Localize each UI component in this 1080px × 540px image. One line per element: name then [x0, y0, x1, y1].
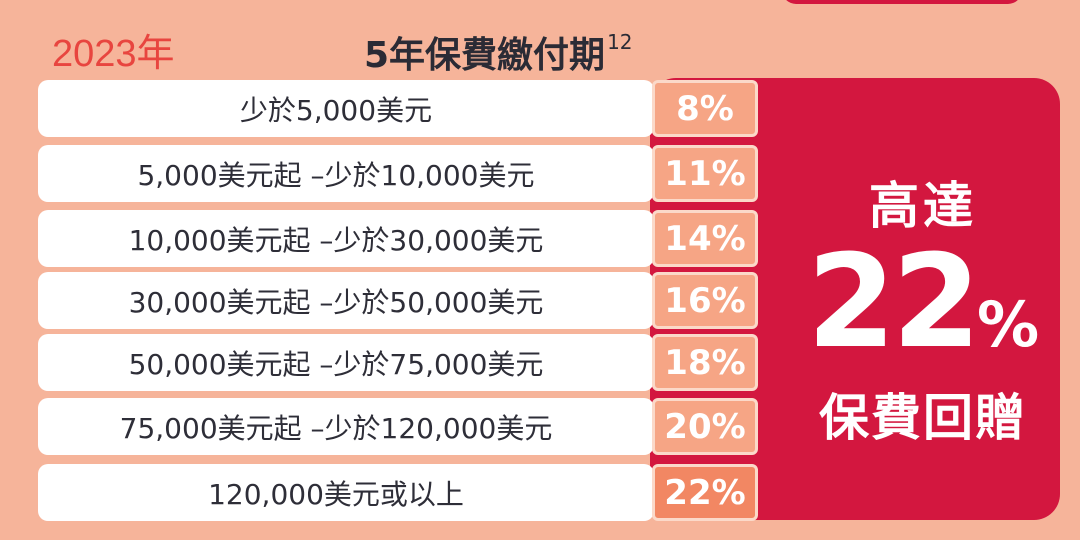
- table-row: 5,000美元起 –少於10,000美元: [38, 145, 654, 202]
- promo-rate: 22%: [798, 228, 1048, 378]
- promo-top-text: 高達: [869, 177, 977, 235]
- title-footnote: 12: [607, 30, 633, 54]
- rate-cell: 22%: [652, 464, 758, 521]
- title-text: 5年保費繳付期: [364, 35, 606, 76]
- row-label: 5,000美元起 –少於10,000美元: [137, 158, 535, 192]
- table-row: 50,000美元起 –少於75,000美元: [38, 334, 654, 391]
- promo-bottom-text: 保費回贈: [819, 389, 1027, 447]
- table-row: 30,000美元起 –少於50,000美元: [38, 272, 654, 329]
- promo-rate-percent: %: [977, 288, 1040, 361]
- row-label: 120,000美元或以上: [208, 477, 464, 511]
- rate-cell: 14%: [652, 210, 758, 267]
- row-label: 30,000美元起 –少於50,000美元: [128, 285, 544, 319]
- rate-cell: 8%: [652, 80, 758, 137]
- row-label: 50,000美元起 –少於75,000美元: [128, 347, 544, 381]
- row-label: 10,000美元起 –少於30,000美元: [128, 223, 544, 257]
- row-label: 少於5,000美元: [239, 93, 433, 127]
- rate-cell: 11%: [652, 145, 758, 202]
- top-tab-decoration: [782, 0, 1022, 4]
- table-row: 少於5,000美元: [38, 80, 654, 137]
- page-title: 5年保費繳付期 12: [364, 26, 633, 78]
- year-label: 2023年: [52, 33, 175, 75]
- table-row: 120,000美元或以上: [38, 464, 654, 521]
- promo-rate-number: 22: [806, 228, 981, 377]
- table-row: 10,000美元起 –少於30,000美元: [38, 210, 654, 267]
- rate-cell: 20%: [652, 398, 758, 455]
- row-label: 75,000美元起 –少於120,000美元: [119, 411, 553, 445]
- rate-cell: 18%: [652, 334, 758, 391]
- table-row: 75,000美元起 –少於120,000美元: [38, 398, 654, 455]
- rate-cell: 16%: [652, 272, 758, 329]
